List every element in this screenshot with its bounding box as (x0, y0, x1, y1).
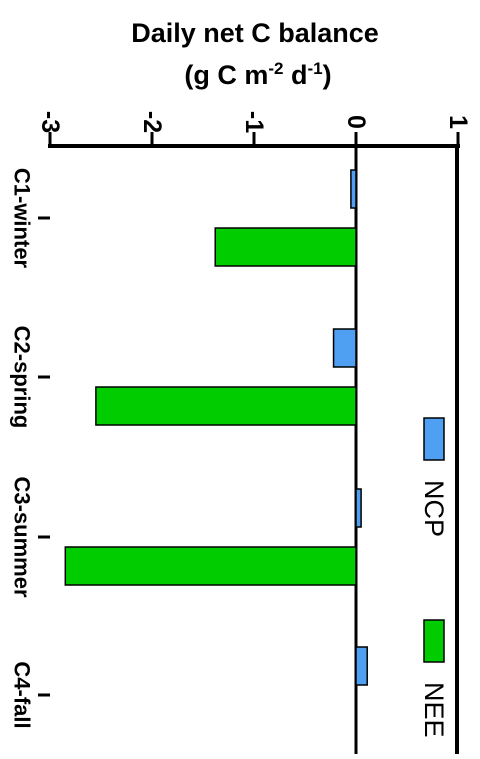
category-label: C3-summer (10, 476, 35, 597)
legend-swatch-ncp (423, 417, 445, 461)
value-tick-label: -3 (36, 111, 64, 133)
category-label: C4-fall (10, 661, 35, 728)
value-tick-label: -1 (240, 111, 268, 133)
plot-area: -3 -2 -1 0 1 C1-winter C2-spring C3-summer C4-fa… (10, 111, 472, 754)
y-axis-label: (g C m-2 d-1) (184, 59, 331, 90)
chart-title: Daily net C balance (131, 18, 379, 48)
bar-nee (95, 386, 357, 426)
legend-label-nee: NEE (419, 682, 449, 738)
value-tick-label: 0 (342, 115, 370, 129)
value-tick-label: -2 (138, 111, 166, 133)
bar-ncp (355, 488, 362, 528)
legend-swatch-nee (423, 619, 445, 663)
bar-ncp (350, 169, 357, 209)
value-tick-label: 1 (444, 115, 472, 129)
category-label: C2-spring (10, 326, 35, 429)
category-label: C1-winter (10, 168, 35, 269)
bar-nee (214, 227, 357, 267)
bar-ncp (355, 646, 368, 686)
bar-ncp (332, 328, 357, 368)
bar-nee (64, 546, 357, 586)
legend-label-ncp: NCP (419, 480, 449, 537)
